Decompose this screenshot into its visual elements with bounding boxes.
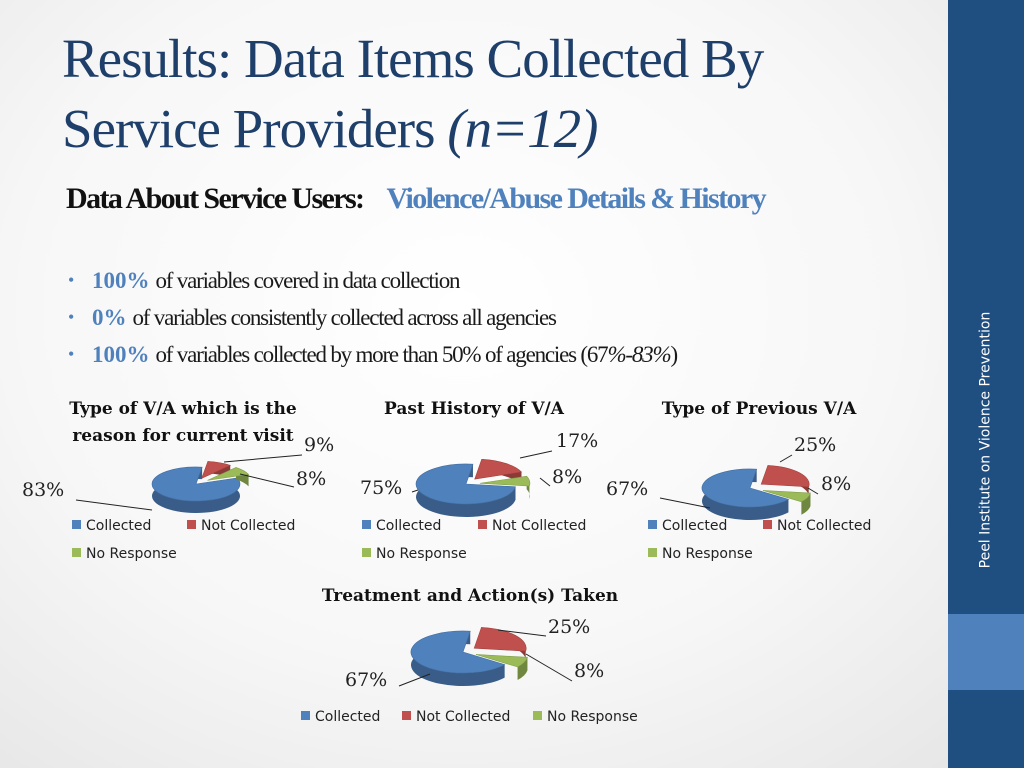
data-label-collected: 83% xyxy=(22,479,64,501)
leader-line-not-collected xyxy=(519,450,553,459)
legend-swatch-no-response xyxy=(72,548,81,557)
legend-label-no-response: No Response xyxy=(86,546,177,562)
title-line-2: Service Providers (n=12) xyxy=(62,94,922,164)
finding-close: ) xyxy=(670,342,678,367)
data-label-no-response: 8% xyxy=(552,466,582,488)
section-subheading: Data About Service Users: Violence/Abuse… xyxy=(66,178,906,219)
data-label-collected: 75% xyxy=(360,477,402,499)
legend-label-collected: Collected xyxy=(376,518,441,534)
legend-swatch-collected xyxy=(648,520,657,529)
finding-text: of variables covered in data collection xyxy=(155,268,461,293)
findings-list: • 100% of variables covered in data collec… xyxy=(66,262,926,373)
legend-label-not-collected: Not Collected xyxy=(492,518,586,534)
leader-line-collected xyxy=(398,673,431,687)
finding-item: • 0% of variables consistently collected a… xyxy=(66,299,926,336)
chart-title-current-visit: Type of V/A which is the reason for curr… xyxy=(69,399,297,446)
leader-line-not-collected xyxy=(223,454,303,463)
leader-line-not-collected xyxy=(779,454,793,463)
leader-line-no-response xyxy=(539,477,551,487)
bullet-icon: • xyxy=(68,270,74,290)
pie-slice-no-response xyxy=(207,467,250,481)
subheading-topic: Violence/Abuse Details & History xyxy=(386,182,767,215)
legend-swatch-collected xyxy=(362,520,371,529)
pie-charts: 83% 9% 8% Collected Not Collected No Response… xyxy=(22,430,871,725)
legend-swatch-not-collected xyxy=(763,520,772,529)
data-label-no-response: 8% xyxy=(821,473,851,495)
data-label-no-response: 8% xyxy=(296,468,326,490)
pie-slice-not-collected xyxy=(201,461,232,479)
legend-swatch-collected xyxy=(72,520,81,529)
finding-item: • 100% of variables covered in data collec… xyxy=(66,262,926,299)
leader-line-no-response xyxy=(239,473,295,488)
legend-label-not-collected: Not Collected xyxy=(416,709,510,725)
leader-line-not-collected xyxy=(497,629,547,637)
legend-label-collected: Collected xyxy=(315,709,380,725)
subheading-label: Data About Service Users: xyxy=(66,182,365,215)
legend-swatch-no-response xyxy=(648,548,657,557)
pie-side-no-response xyxy=(801,493,811,515)
pie-slice-not-collected xyxy=(474,458,523,480)
leader-line-no-response xyxy=(807,487,819,495)
data-label-no-response: 8% xyxy=(574,660,604,682)
pie-side-no-response xyxy=(517,657,528,680)
finding-percent: 0% xyxy=(92,305,127,330)
legend-label-not-collected: Not Collected xyxy=(777,518,871,534)
sidebar-organization: Peel Institute on Violence Prevention xyxy=(977,311,994,569)
legend-label-not-collected: Not Collected xyxy=(201,518,295,534)
legend-label-no-response: No Response xyxy=(547,709,638,725)
sidebar-accent-block xyxy=(948,614,1024,690)
legend-label-collected: Collected xyxy=(86,518,151,534)
pie-slice-not-collected xyxy=(760,465,810,488)
pie-slice-no-response xyxy=(479,475,531,487)
bullet-icon: • xyxy=(68,344,74,364)
legend-label-no-response: No Response xyxy=(376,546,467,562)
leader-line-collected xyxy=(659,497,711,509)
legend-label-collected: Collected xyxy=(662,518,727,534)
pie-slice-collected xyxy=(410,630,506,674)
leader-line-collected xyxy=(75,499,153,511)
legend-swatch-no-response xyxy=(533,711,542,720)
chart-title-past-history: Past History of V/A xyxy=(384,399,564,419)
legend-swatch-not-collected xyxy=(187,520,196,529)
legend-swatch-collected xyxy=(301,711,310,720)
finding-item: • 100% of variables collected by more than… xyxy=(66,336,926,373)
title-line-2-text: Service Providers xyxy=(62,98,435,159)
legend-label-no-response: No Response xyxy=(662,546,753,562)
data-label-not-collected: 25% xyxy=(794,434,836,456)
finding-percent: 100% xyxy=(92,268,150,293)
pie-slice-collected xyxy=(415,463,516,505)
data-label-collected: 67% xyxy=(345,669,387,691)
data-label-not-collected: 17% xyxy=(556,430,598,452)
finding-text: of variables consistently collected acro… xyxy=(132,305,557,330)
pie-slice-collected xyxy=(151,466,241,502)
data-label-collected: 67% xyxy=(606,478,648,500)
finding-text: of variables collected by more than 50% … xyxy=(155,342,609,367)
pie-slice-no-response xyxy=(475,654,528,668)
bullet-icon: • xyxy=(68,307,74,327)
legend-swatch-no-response xyxy=(362,548,371,557)
leader-line-no-response xyxy=(525,653,573,682)
leader-line-collected xyxy=(411,489,419,493)
chart-title-previous-type: Type of Previous V/A xyxy=(661,399,857,419)
data-label-not-collected: 9% xyxy=(304,434,334,456)
title-sample-size: (n=12) xyxy=(447,98,598,159)
pie-slice-collected xyxy=(701,468,790,508)
pie-slice-not-collected xyxy=(473,627,527,652)
pie-slice-no-response xyxy=(762,490,811,503)
data-label-not-collected: 25% xyxy=(548,616,590,638)
legend-swatch-not-collected xyxy=(478,520,487,529)
title-line-1: Results: Data Items Collected By xyxy=(62,28,764,89)
legend-swatch-not-collected xyxy=(402,711,411,720)
slide-title: Results: Data Items Collected By Service… xyxy=(62,24,922,164)
finding-percent: 100% xyxy=(92,342,150,367)
finding-range: %-83% xyxy=(607,342,671,367)
chart-title-treatment: Treatment and Action(s) Taken xyxy=(321,586,619,606)
